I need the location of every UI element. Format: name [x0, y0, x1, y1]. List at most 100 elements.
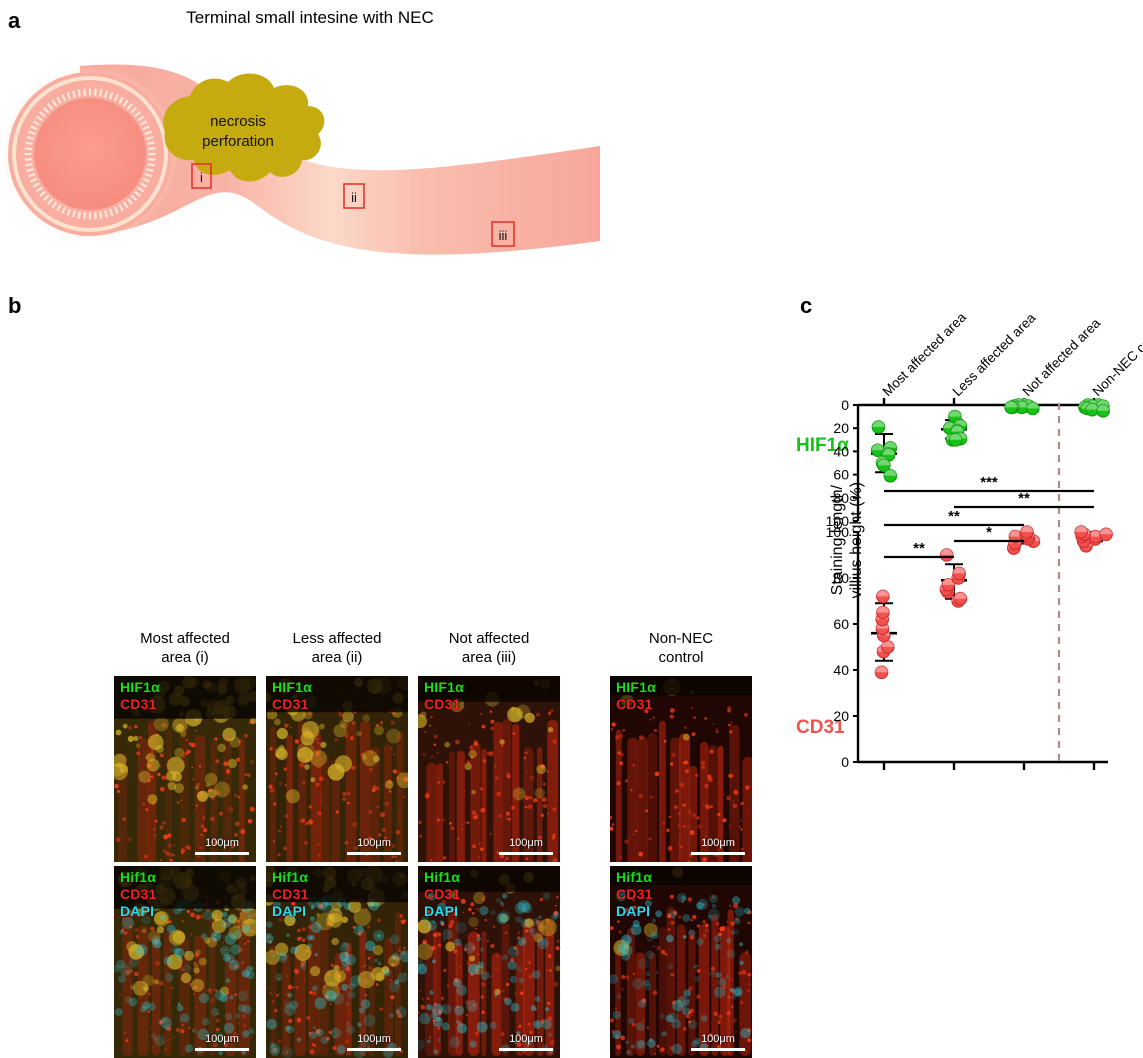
cd31-y-tick-label: 0: [841, 754, 849, 770]
cd31-data-point-highlight: [1100, 528, 1112, 534]
scale-bar-label: 100μm: [499, 1034, 553, 1045]
significance-label: ***: [980, 474, 998, 491]
overlay-label-hif1α: Hif1α: [120, 869, 156, 885]
hif-y-tick-label: 80: [833, 490, 849, 506]
hif-group-3: [1005, 399, 1039, 415]
overlay-label-hif1α: HIF1α: [424, 679, 464, 695]
site-marker-ii-label: ii: [351, 190, 357, 205]
scale-bar-label: 100μm: [347, 1034, 401, 1045]
significance-label: **: [948, 508, 960, 525]
column-heading: Most affected area (i): [110, 630, 260, 676]
scale-bar-top: 100μm: [195, 838, 249, 855]
cd31-data-point-highlight: [1021, 526, 1033, 532]
panel-c-chart: Staining length/villius height (%) HIF1α…: [790, 285, 1143, 813]
column-heading-line1: Not affected: [449, 630, 530, 647]
cd31-data-point-highlight: [1075, 526, 1087, 532]
cd31-y-tick-label: 40: [833, 662, 849, 678]
column-heading-line2: area (iii): [462, 649, 516, 666]
cd31-y-tick-label: 100: [826, 524, 850, 540]
column-heading-line1: Less affected: [293, 630, 382, 647]
overlay-label-cd31: CD31: [120, 886, 157, 902]
scale-bar-top: 100μm: [347, 838, 401, 855]
overlay-label-cd31: CD31: [272, 886, 309, 902]
hif-y-tick-label: 20: [833, 420, 849, 436]
scale-bar-line: [347, 1048, 401, 1051]
significance-label: **: [1018, 490, 1030, 507]
column-heading-line1: Non-NEC: [649, 630, 713, 647]
overlay-label-dapi: DAPI: [120, 903, 154, 919]
cd31-y-tick-label: 20: [833, 708, 849, 724]
site-marker-i-label: i: [200, 170, 203, 185]
cd31-data-point-highlight: [877, 606, 889, 612]
scale-bar-bottom: 100μm: [499, 1034, 553, 1051]
overlay-label-cd31: CD31: [424, 696, 461, 712]
scale-bar-label: 100μm: [347, 838, 401, 849]
scale-bar-line: [691, 852, 745, 855]
overlay-label-cd31: CD31: [424, 886, 461, 902]
cd31-group-4: [1075, 526, 1112, 552]
scale-bar-top: 100μm: [691, 838, 745, 855]
scale-bar-bottom: 100μm: [195, 1034, 249, 1051]
overlay-label-hif1α: HIF1α: [272, 679, 312, 695]
column-heading: Less affected area (ii): [262, 630, 412, 676]
panel-a-figure: Terminal small intesine with NEC: [0, 0, 790, 280]
significance-bracket-2: **: [954, 490, 1094, 507]
hif-group-4: [1079, 399, 1110, 417]
scale-bar-line: [195, 852, 249, 855]
overlay-label-dapi: DAPI: [424, 903, 458, 919]
lumen: [34, 98, 146, 210]
column-heading-line2: area (i): [161, 649, 209, 666]
significance-label: *: [986, 524, 992, 541]
hif-group-2: [941, 410, 967, 446]
hif-data-point-highlight: [872, 421, 884, 427]
scale-bar-line: [499, 852, 553, 855]
cd31-y-tick-label: 60: [833, 616, 849, 632]
overlay-label-hif1α: Hif1α: [424, 869, 460, 885]
scale-bar-label: 100μm: [691, 1034, 745, 1045]
hif-group-1: [871, 421, 897, 482]
scale-bar-label: 100μm: [195, 838, 249, 849]
cd31-data-point-highlight: [877, 590, 889, 596]
hif-data-point-highlight: [949, 410, 961, 416]
column-heading-line2: area (ii): [312, 649, 363, 666]
hif-y-tick-label: 0: [841, 397, 849, 413]
column-heading: Non-NEC control: [606, 630, 756, 676]
overlay-label-cd31: CD31: [616, 886, 653, 902]
overlay-label-cd31: CD31: [272, 696, 309, 712]
overlay-label-dapi: DAPI: [272, 903, 306, 919]
hif-data-point-highlight: [871, 444, 883, 450]
cd31-data-point-highlight: [875, 666, 887, 672]
scale-bar-line: [195, 1048, 249, 1051]
scale-bar-label: 100μm: [195, 1034, 249, 1045]
overlay-label-hif1α: HIF1α: [616, 679, 656, 695]
scale-bar-top: 100μm: [499, 838, 553, 855]
scale-bar-line: [691, 1048, 745, 1051]
column-heading: Not affected area (iii): [414, 630, 564, 676]
hif-y-tick-label: 60: [833, 467, 849, 483]
scale-bar-label: 100μm: [691, 838, 745, 849]
scale-bar-bottom: 100μm: [691, 1034, 745, 1051]
scale-bar-label: 100μm: [499, 838, 553, 849]
overlay-label-cd31: CD31: [616, 696, 653, 712]
overlay-label-dapi: DAPI: [616, 903, 650, 919]
site-marker-iii-label: iii: [499, 228, 508, 243]
cd31-data-point-highlight: [940, 549, 952, 555]
hif-data-point-highlight: [884, 442, 896, 448]
column-heading-line1: Most affected: [140, 630, 230, 647]
overlay-label-cd31: CD31: [120, 696, 157, 712]
overlay-label-hif1α: Hif1α: [272, 869, 308, 885]
cd31-group-1: [871, 590, 897, 678]
